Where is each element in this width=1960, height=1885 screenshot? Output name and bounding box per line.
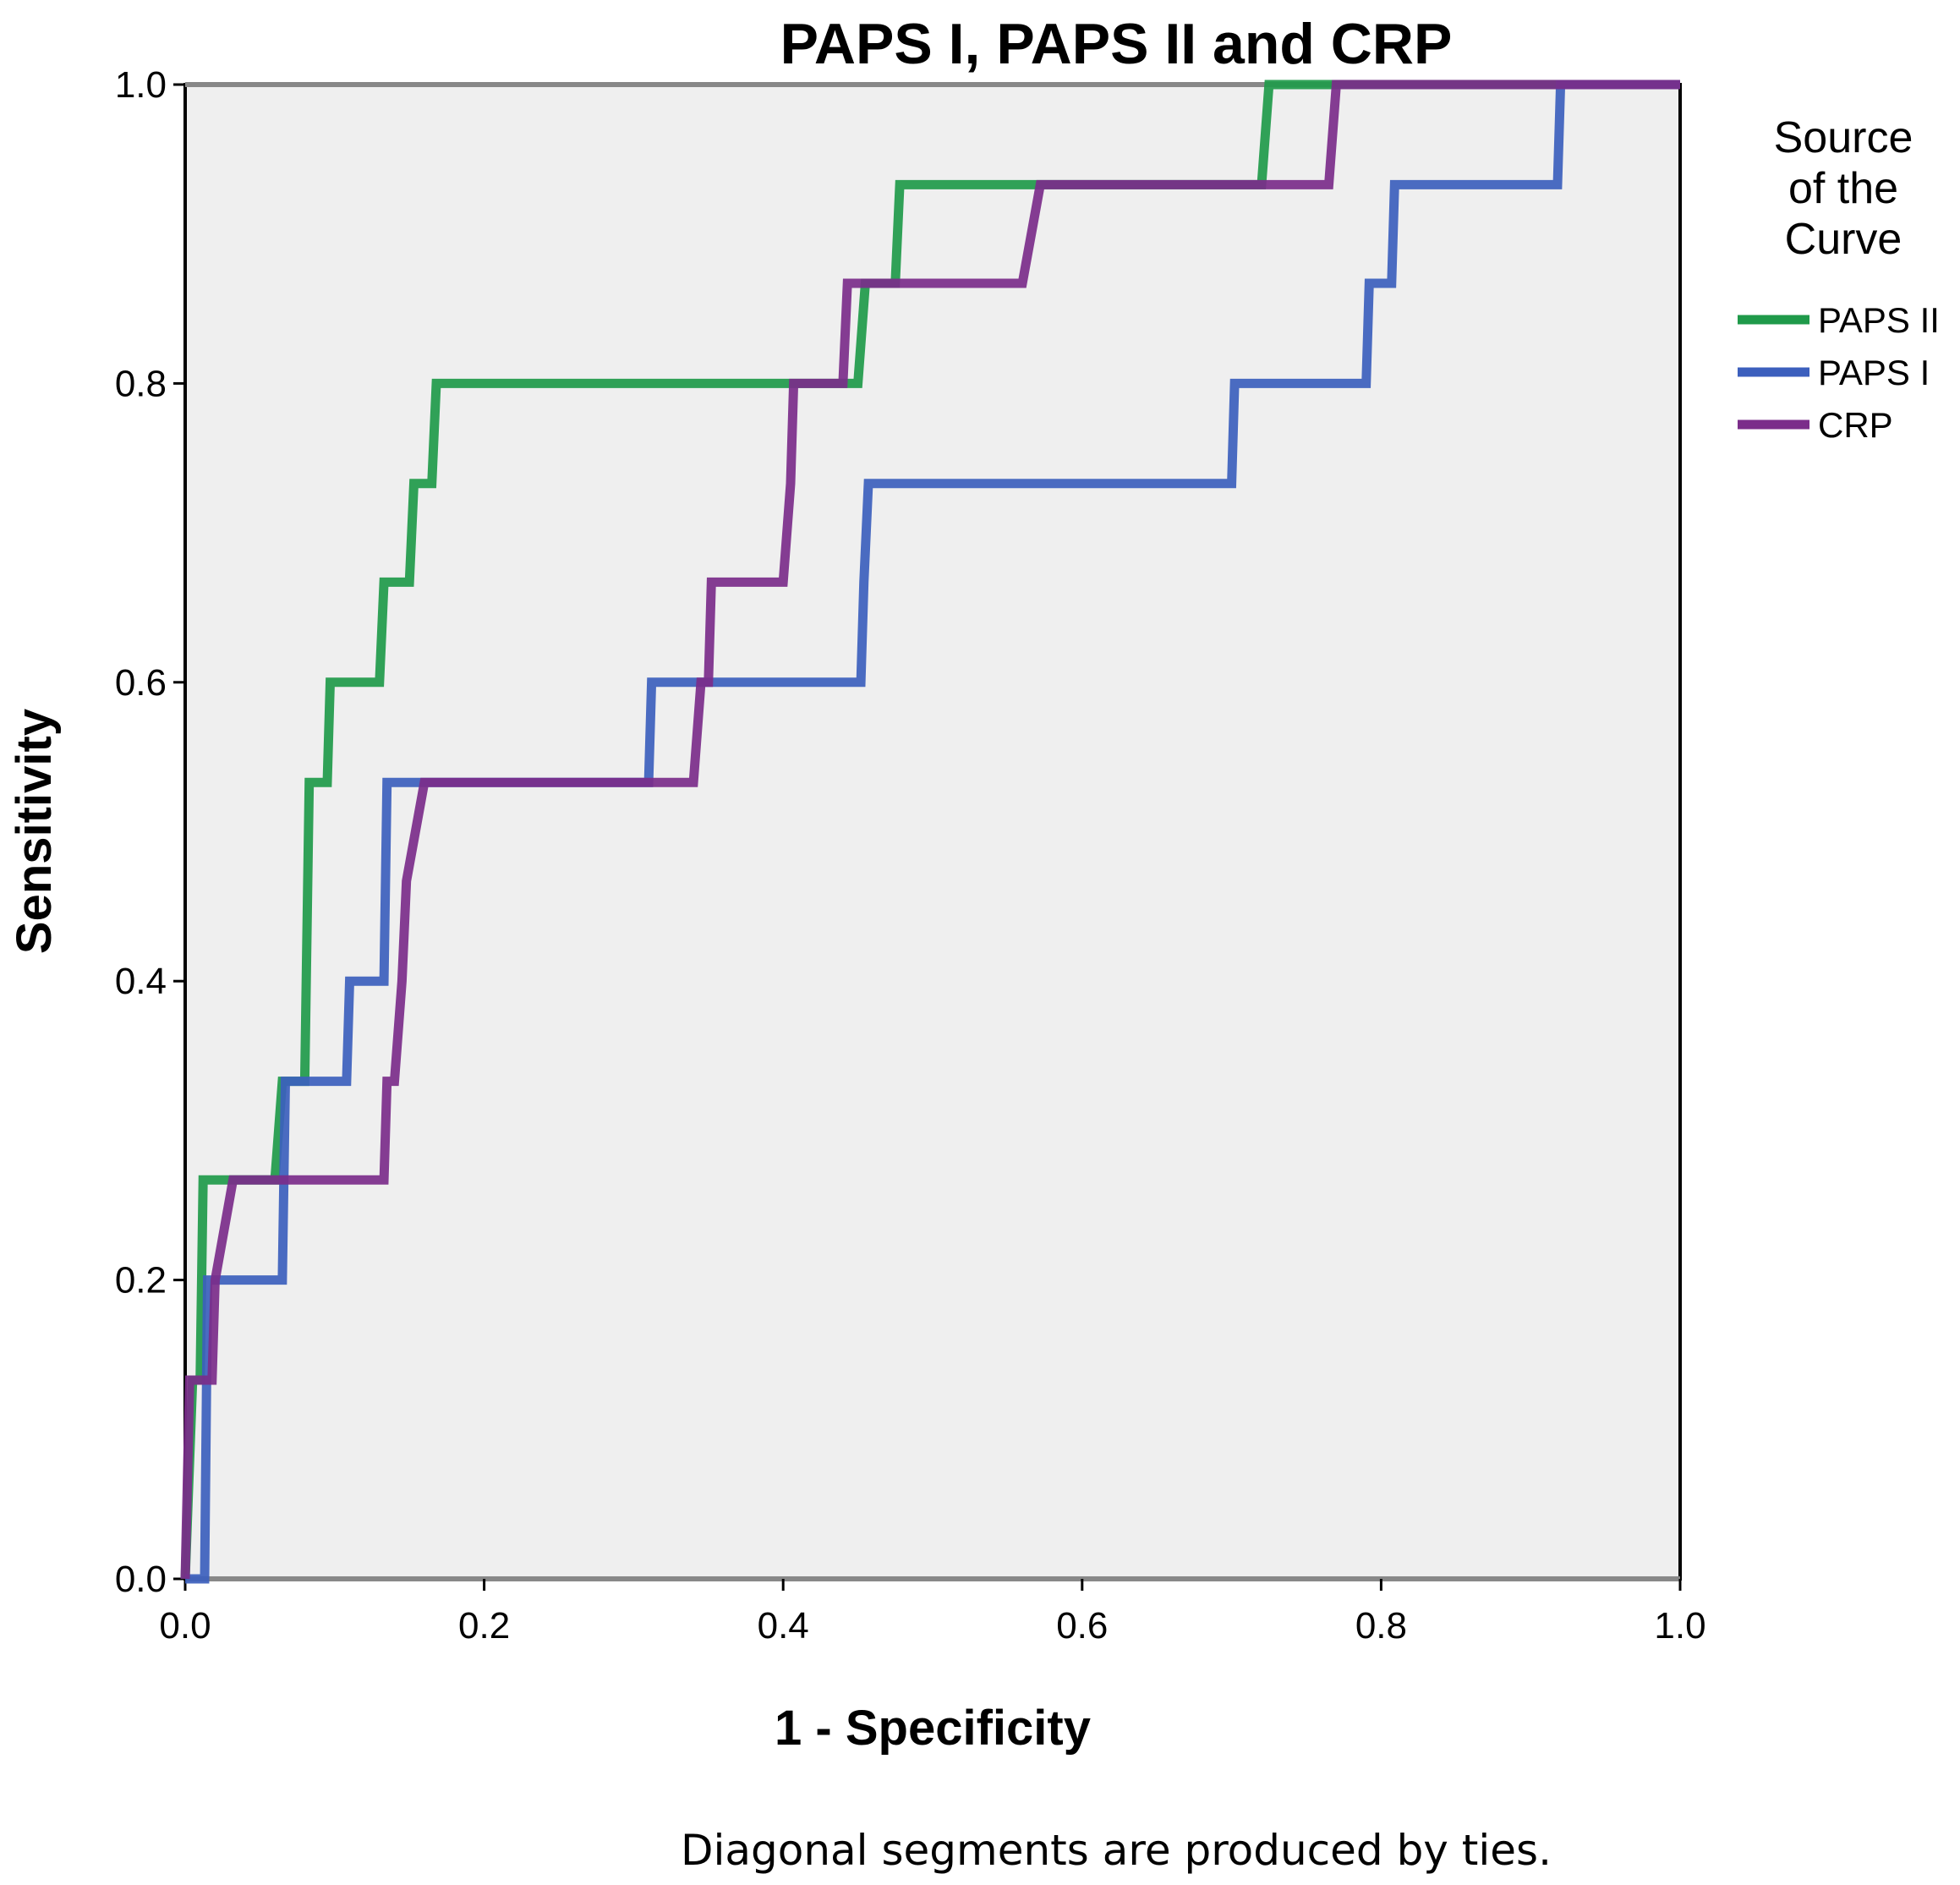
series-line-paps-ii	[180, 79, 1680, 1580]
x-tick-label: 0.8	[1355, 1605, 1407, 1647]
series-line-crp	[180, 79, 1680, 1580]
legend-item-crp: CRP	[1738, 405, 1893, 445]
x-tick-label: 0.0	[159, 1605, 211, 1647]
legend: Source of the Curve PAPS II PAPS I CRP	[1738, 113, 1940, 445]
legend-label: PAPS I	[1818, 353, 1930, 392]
y-tick-label: 0.0	[115, 1559, 167, 1600]
y-axis-ticks: 0.0 0.2 0.4 0.6 0.8 1.0	[115, 64, 185, 1600]
legend-item-paps-i: PAPS I	[1738, 353, 1930, 392]
series-line-paps-i	[185, 79, 1680, 1584]
x-tick-label: 1.0	[1654, 1605, 1705, 1647]
chart-title: PAPS I, PAPS II and CRP	[780, 12, 1453, 76]
plot-area	[183, 83, 1682, 1581]
x-tick-label: 0.2	[458, 1605, 510, 1647]
y-tick-label: 0.2	[115, 1260, 167, 1301]
x-axis-label: 1 - Specificity	[775, 1701, 1091, 1756]
y-tick-label: 0.4	[115, 961, 167, 1002]
y-axis-label: Sensitivity	[7, 709, 62, 954]
legend-label: PAPS II	[1818, 300, 1940, 340]
legend-title-line-1: Source	[1774, 113, 1913, 162]
y-tick-label: 0.8	[115, 363, 167, 404]
x-axis-ticks: 0.0 0.2 0.4 0.6 0.8 1.0	[159, 1579, 1706, 1647]
legend-title-line-3: Curve	[1785, 215, 1903, 264]
roc-curves	[180, 79, 1680, 1584]
legend-title-line-2: of the	[1788, 164, 1898, 213]
legend-label: CRP	[1818, 405, 1893, 445]
x-tick-label: 0.6	[1056, 1605, 1108, 1647]
x-tick-label: 0.4	[758, 1605, 809, 1647]
y-tick-label: 0.6	[115, 662, 167, 704]
ties-note: Diagonal segments are produced by ties.	[681, 1826, 1552, 1875]
legend-item-paps-ii: PAPS II	[1738, 300, 1940, 340]
y-tick-label: 1.0	[115, 64, 167, 106]
